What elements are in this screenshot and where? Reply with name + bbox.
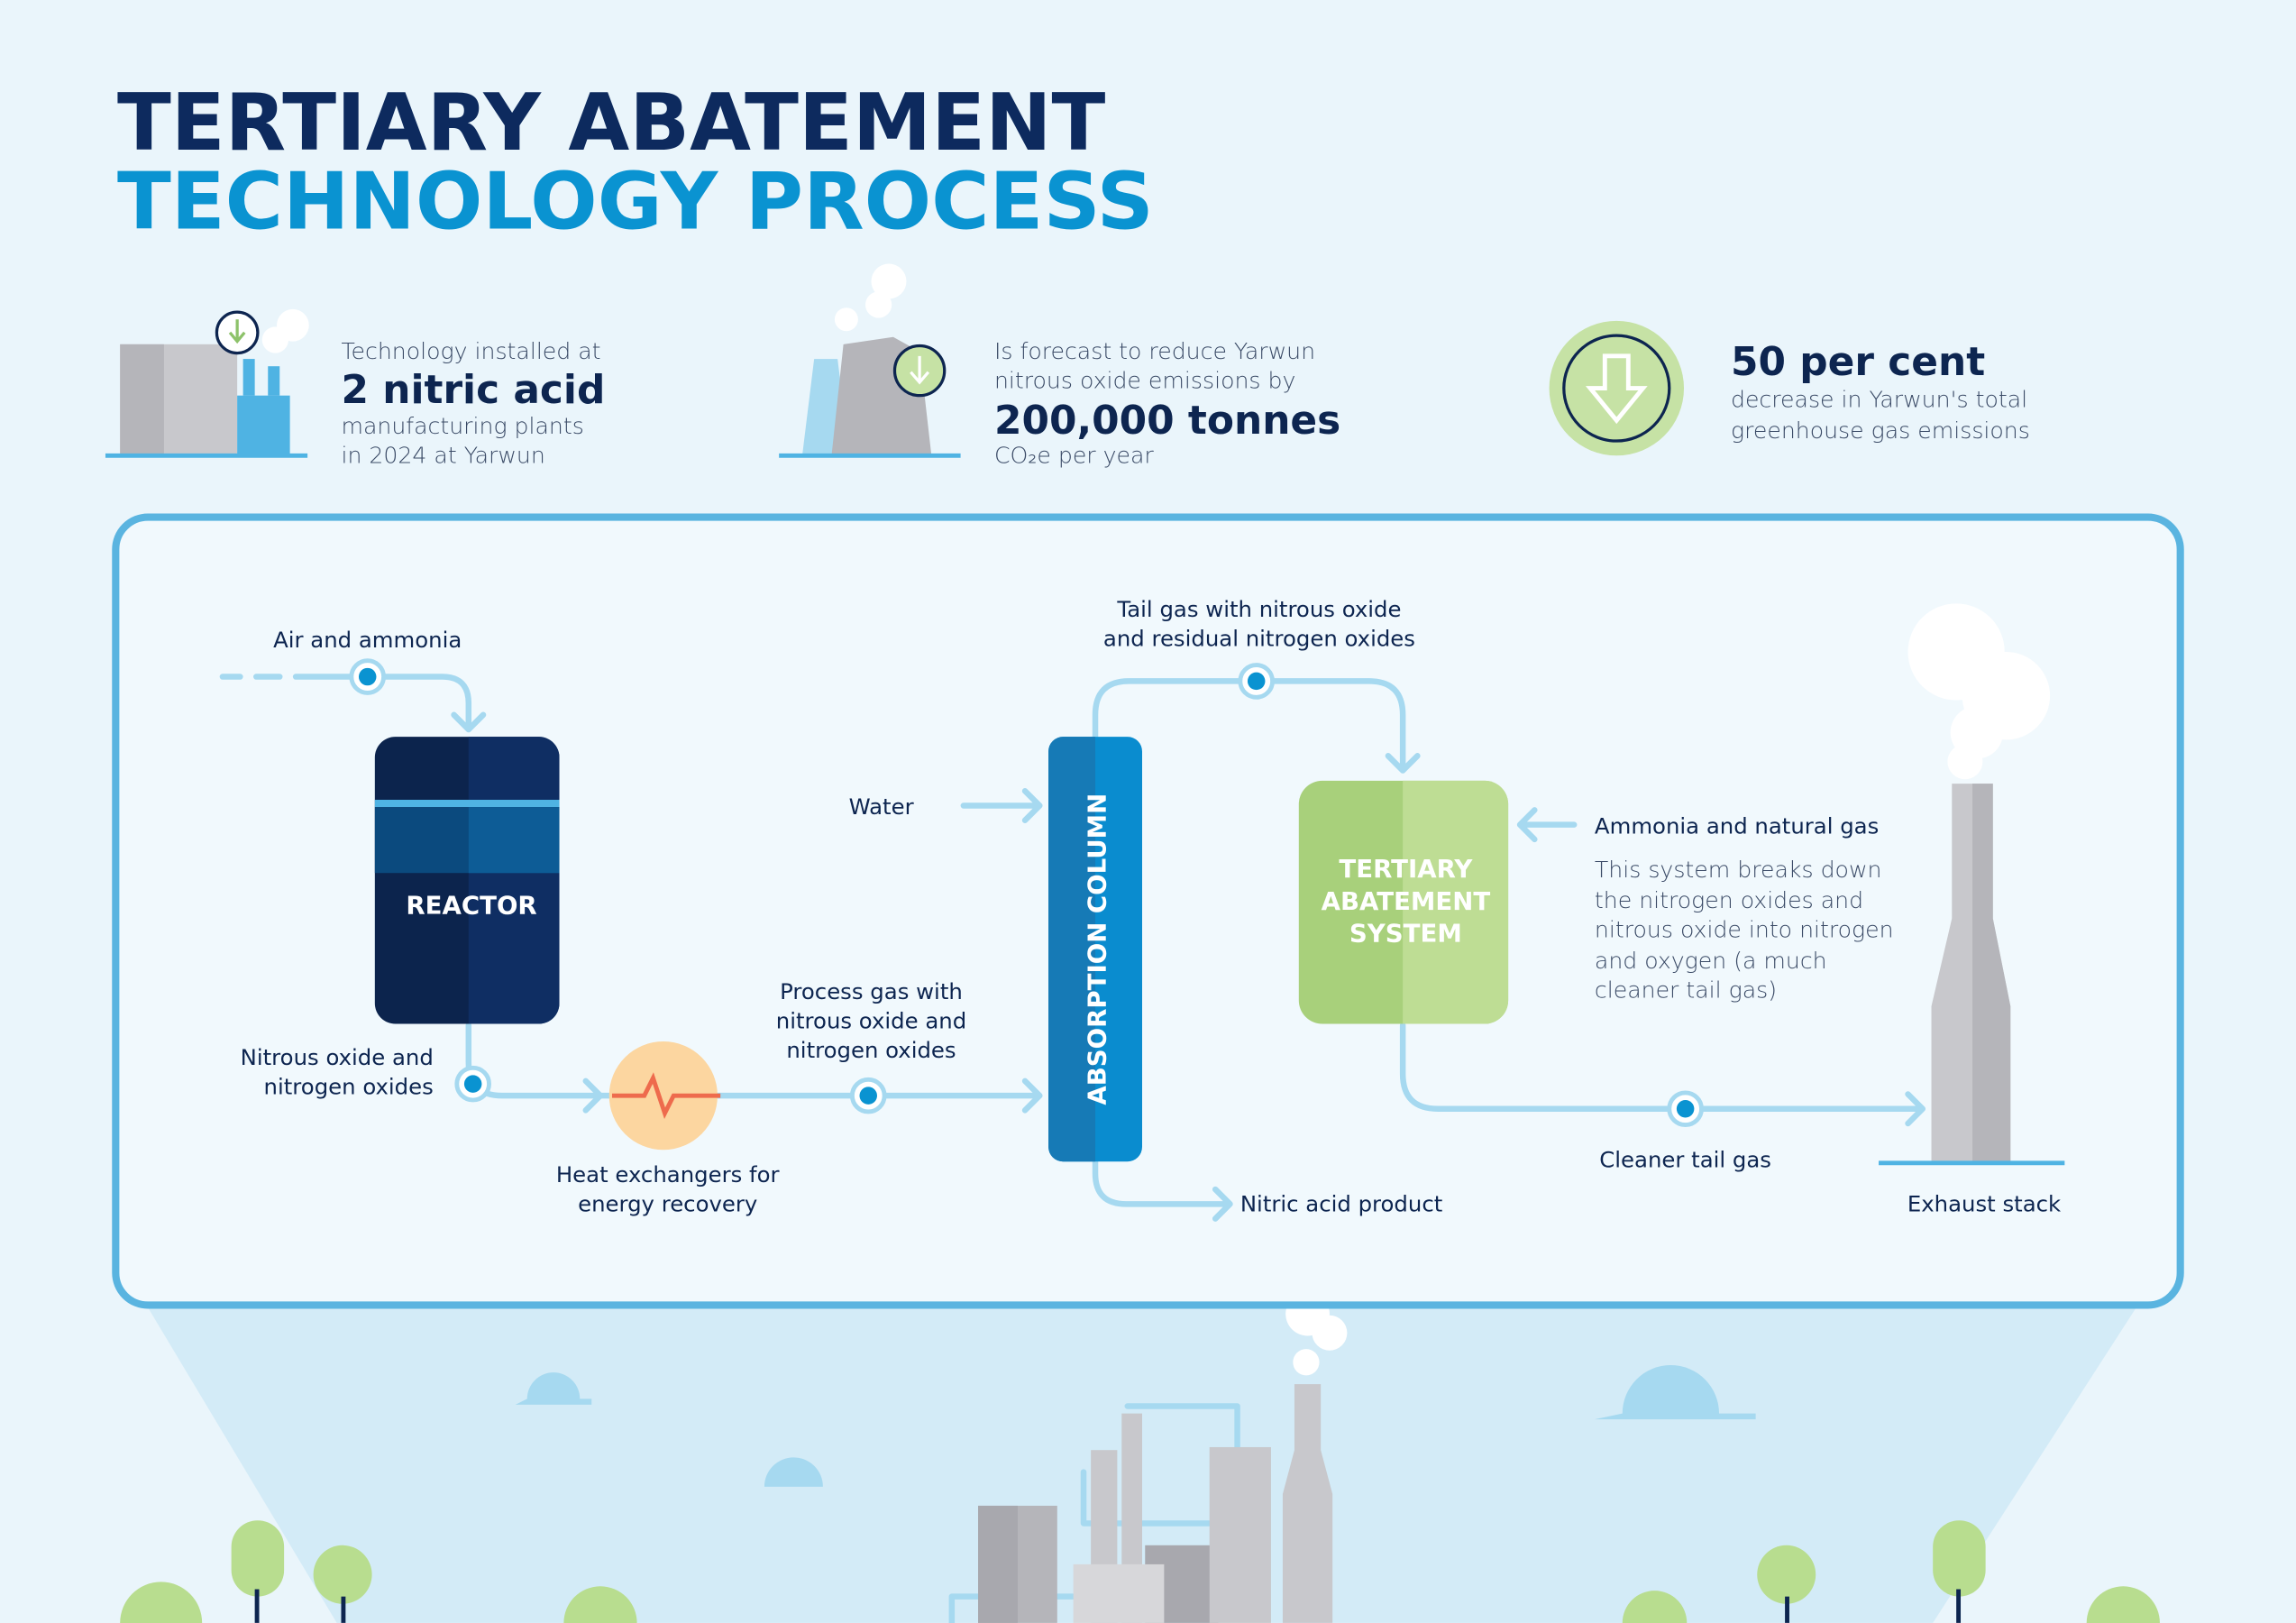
label: Nitric acid product bbox=[1240, 1190, 1442, 1216]
description: This system breaks down bbox=[1595, 857, 1882, 883]
label: Exhaust stack bbox=[1907, 1190, 2062, 1216]
stat-highlight: 2 nitric acid bbox=[341, 367, 605, 413]
label: nitrous oxide and bbox=[776, 1007, 966, 1033]
stat-text: in 2024 at Yarwun bbox=[341, 442, 544, 468]
decrease-icon bbox=[1549, 320, 1685, 456]
factory-icon bbox=[105, 308, 309, 458]
tertiary-label: ABATEMENT bbox=[1322, 886, 1491, 916]
label: nitrogen oxides bbox=[264, 1074, 434, 1100]
stat-highlight: 50 per cent bbox=[1731, 339, 1985, 385]
stat-text: Technology installed at bbox=[341, 338, 600, 364]
stat-highlight: 200,000 tonnes bbox=[994, 398, 1340, 444]
stat-text: CO₂e per year bbox=[994, 442, 1154, 468]
absorption-column-label: ABSORPTION COLUMN bbox=[1082, 793, 1111, 1105]
flow-dots bbox=[349, 658, 1704, 1128]
label: Heat exchangers for bbox=[556, 1161, 781, 1187]
label: energy recovery bbox=[578, 1190, 757, 1216]
label: nitrogen oxides bbox=[786, 1037, 956, 1063]
title-line2: TECHNOLOGY PROCESS bbox=[117, 156, 1154, 248]
absorption-column bbox=[1048, 737, 1143, 1162]
label: and residual nitrogen oxides bbox=[1103, 625, 1415, 651]
tertiary-system bbox=[1298, 780, 1509, 1024]
trees bbox=[120, 1520, 2160, 1623]
label: Water bbox=[849, 793, 915, 820]
reactor-label: REACTOR bbox=[406, 891, 536, 921]
pipes bbox=[219, 674, 1926, 1222]
stat-text: Is forecast to reduce Yarwun bbox=[994, 338, 1315, 364]
title-line1: TERTIARY ABATEMENT bbox=[117, 77, 1106, 169]
label: Cleaner tail gas bbox=[1599, 1147, 1771, 1173]
stat-text: manufacturing plants bbox=[341, 413, 583, 439]
reactor bbox=[374, 737, 560, 1024]
description: the nitrogen oxides and bbox=[1595, 887, 1863, 913]
heat-exchanger bbox=[608, 1041, 721, 1151]
label: Air and ammonia bbox=[273, 627, 462, 653]
tertiary-label: TERTIARY bbox=[1339, 854, 1473, 884]
exhaust-stack bbox=[1879, 603, 2065, 1166]
cooling-tower-icon bbox=[779, 263, 961, 458]
scenery bbox=[515, 1365, 1756, 1487]
tertiary-label: SYSTEM bbox=[1349, 919, 1462, 949]
stat-text: nitrous oxide emissions by bbox=[994, 368, 1295, 394]
stat-text: decrease in Yarwun's total bbox=[1731, 387, 2027, 413]
stat-text: greenhouse gas emissions bbox=[1731, 417, 2030, 444]
description: nitrous oxide into nitrogen bbox=[1595, 917, 1894, 943]
description: and oxygen (a much bbox=[1595, 948, 1827, 974]
label: Ammonia and natural gas bbox=[1595, 812, 1879, 839]
label: Nitrous oxide and bbox=[241, 1044, 434, 1070]
factory-scene bbox=[948, 1291, 1348, 1623]
label: Process gas with bbox=[780, 978, 963, 1004]
label: Tail gas with nitrous oxide bbox=[1116, 596, 1401, 622]
description: cleaner tail gas) bbox=[1595, 977, 1777, 1003]
